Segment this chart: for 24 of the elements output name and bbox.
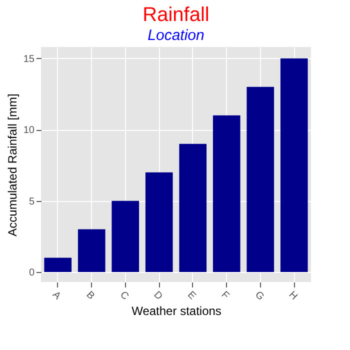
x-axis-title: Weather stations (132, 304, 222, 318)
x-tick-label: G (252, 290, 266, 303)
y-tick-label: 5 (28, 196, 35, 208)
x-tick-label: B (84, 290, 97, 302)
bar (212, 115, 240, 272)
y-axis-title: Accumulated Rainfall [mm] (5, 94, 20, 236)
bar (145, 172, 173, 272)
y-tick-label: 0 (28, 268, 35, 279)
x-tick-label: C (118, 290, 130, 302)
y-tick-label: 10 (23, 125, 35, 136)
x-tick-label: A (50, 290, 63, 302)
x-tick-label: E (185, 290, 198, 302)
bar (44, 258, 72, 272)
chart-title: Rainfall (142, 4, 210, 26)
bar (280, 58, 308, 272)
bar (179, 144, 207, 272)
x-tick-label: H (286, 290, 300, 302)
bar (112, 200, 140, 272)
bar (78, 229, 106, 272)
x-tick-label: D (151, 290, 164, 302)
bar (246, 86, 274, 272)
chart-subtitle: Location (148, 27, 204, 44)
x-tick-label: F (218, 290, 231, 302)
y-tick-label: 15 (23, 54, 35, 65)
